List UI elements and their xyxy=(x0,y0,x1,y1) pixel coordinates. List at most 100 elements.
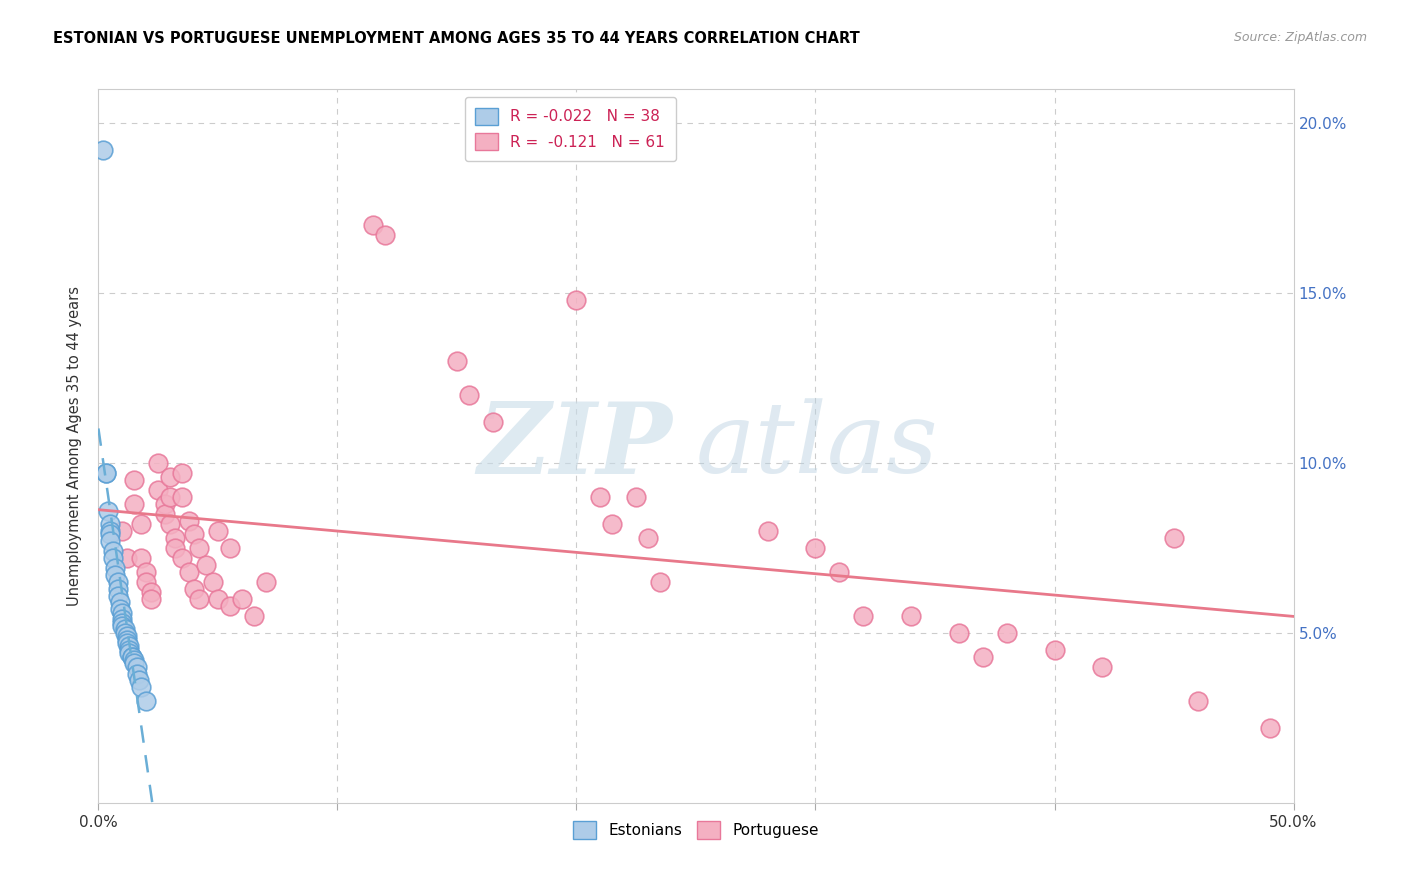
Point xyxy=(1258,721,1281,735)
Point xyxy=(565,293,588,307)
Point xyxy=(111,612,134,626)
Point xyxy=(108,602,131,616)
Point xyxy=(97,503,120,517)
Point xyxy=(207,524,229,538)
Point xyxy=(589,490,612,504)
Point xyxy=(648,574,672,589)
Point xyxy=(163,531,186,545)
Point xyxy=(111,615,134,630)
Point xyxy=(1187,694,1209,708)
Point xyxy=(108,595,131,609)
Point xyxy=(159,469,181,483)
Y-axis label: Unemployment Among Ages 35 to 44 years: Unemployment Among Ages 35 to 44 years xyxy=(66,286,82,606)
Point xyxy=(104,561,127,575)
Point xyxy=(118,643,141,657)
Point xyxy=(602,517,624,532)
Point xyxy=(104,568,127,582)
Point xyxy=(128,673,150,688)
Point xyxy=(115,632,138,647)
Point xyxy=(828,565,851,579)
Point xyxy=(948,626,970,640)
Text: ESTONIAN VS PORTUGUESE UNEMPLOYMENT AMONG AGES 35 TO 44 YEARS CORRELATION CHART: ESTONIAN VS PORTUGUESE UNEMPLOYMENT AMON… xyxy=(53,31,860,46)
Point xyxy=(1163,531,1185,545)
Point xyxy=(124,653,146,667)
Point xyxy=(202,574,225,589)
Point xyxy=(131,551,153,566)
Point xyxy=(125,666,148,681)
Point xyxy=(114,623,136,637)
Point xyxy=(374,228,396,243)
Point xyxy=(91,144,114,158)
Legend: Estonians, Portuguese: Estonians, Portuguese xyxy=(567,815,825,845)
Point xyxy=(148,483,170,498)
Point xyxy=(98,534,122,549)
Point xyxy=(131,517,153,532)
Point xyxy=(139,591,162,606)
Point xyxy=(135,565,157,579)
Point xyxy=(121,649,143,664)
Point xyxy=(179,514,201,528)
Point xyxy=(163,541,186,555)
Point xyxy=(1091,660,1114,674)
Point xyxy=(172,551,194,566)
Point xyxy=(135,694,157,708)
Point xyxy=(995,626,1018,640)
Point xyxy=(124,657,146,671)
Point xyxy=(101,544,124,558)
Point xyxy=(187,541,209,555)
Point xyxy=(446,354,468,368)
Point xyxy=(107,589,129,603)
Point xyxy=(183,527,205,541)
Point xyxy=(756,524,779,538)
Point xyxy=(111,524,134,538)
Point xyxy=(187,591,209,606)
Point xyxy=(183,582,205,596)
Point xyxy=(114,626,136,640)
Point xyxy=(139,585,162,599)
Point xyxy=(155,497,177,511)
Point xyxy=(111,606,134,620)
Point xyxy=(98,524,122,538)
Point xyxy=(94,466,117,480)
Point xyxy=(804,541,827,555)
Point xyxy=(94,466,117,480)
Point xyxy=(98,517,122,532)
Point xyxy=(637,531,659,545)
Point xyxy=(219,599,242,613)
Point xyxy=(148,456,170,470)
Point xyxy=(124,473,146,487)
Point xyxy=(118,646,141,660)
Text: ZIP: ZIP xyxy=(477,398,672,494)
Point xyxy=(98,527,122,541)
Point xyxy=(125,660,148,674)
Point xyxy=(626,490,648,504)
Point xyxy=(179,565,201,579)
Point xyxy=(481,415,505,429)
Point xyxy=(124,497,146,511)
Point xyxy=(972,649,994,664)
Point xyxy=(195,558,218,572)
Point xyxy=(852,608,875,623)
Point xyxy=(458,388,481,402)
Point xyxy=(231,591,253,606)
Point xyxy=(363,218,385,232)
Point xyxy=(159,517,181,532)
Point xyxy=(254,574,277,589)
Point xyxy=(115,629,138,643)
Point xyxy=(900,608,922,623)
Point xyxy=(101,551,124,566)
Point xyxy=(155,507,177,521)
Point xyxy=(219,541,242,555)
Point xyxy=(111,619,134,633)
Point xyxy=(115,551,138,566)
Point xyxy=(172,466,194,480)
Point xyxy=(107,582,129,596)
Point xyxy=(159,490,181,504)
Point xyxy=(243,608,266,623)
Point xyxy=(121,649,143,664)
Point xyxy=(131,680,153,694)
Point xyxy=(207,591,229,606)
Text: atlas: atlas xyxy=(696,399,939,493)
Text: Source: ZipAtlas.com: Source: ZipAtlas.com xyxy=(1233,31,1367,45)
Point xyxy=(135,574,157,589)
